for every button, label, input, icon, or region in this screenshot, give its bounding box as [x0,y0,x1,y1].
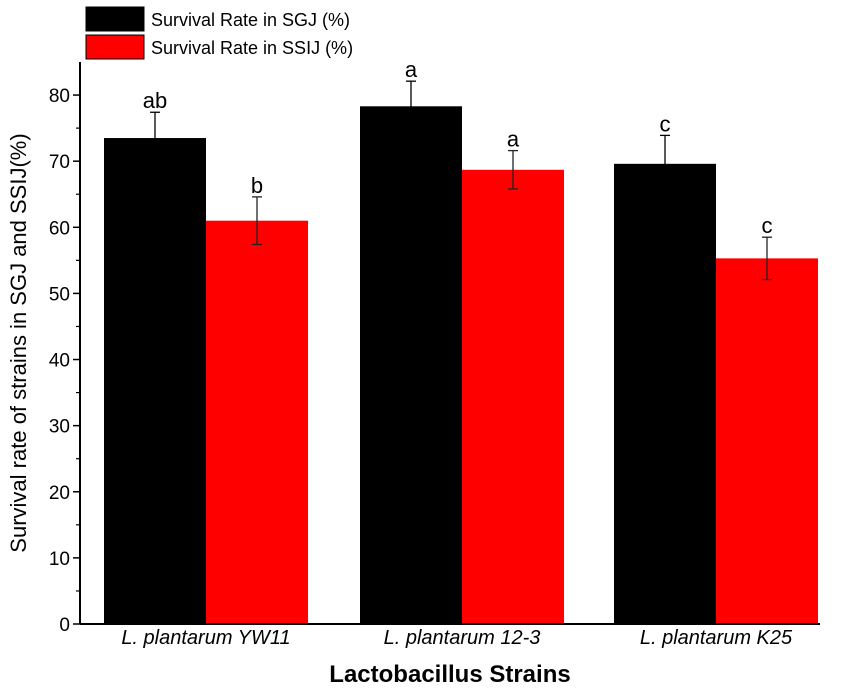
legend-label-ssij: Survival Rate in SSIJ (%) [151,38,353,58]
y-tick-label: 20 [49,483,70,504]
y-tick-label: 80 [49,86,70,107]
significance-label: c [762,213,773,238]
bar-sgj-1 [360,106,462,624]
y-tick-label: 40 [49,351,70,372]
significance-label: ab [143,88,167,113]
x-tick-label: L. plantarum 12-3 [384,627,541,649]
x-axis-title: Lactobacillus Strains [329,661,570,688]
significance-label: b [251,173,263,198]
labels-layer: ab a c b a c 0 10 20 30 40 50 60 70 80 L. plantarum YW1… [6,57,793,688]
bar-sgj-0 [104,138,206,625]
y-tick-label: 70 [49,152,70,173]
legend-swatch-sgj [85,6,145,32]
y-tick-label: 30 [49,417,70,438]
significance-label: c [660,111,671,136]
significance-label: a [405,57,418,82]
y-tick-label: 0 [59,615,70,636]
legend-label-sgj: Survival Rate in SGJ (%) [151,10,350,30]
bar-ssij-1 [462,169,564,624]
y-tick-label: 50 [49,284,70,305]
legend-swatch-ssij [85,34,145,60]
bar-ssij-0 [206,220,308,624]
axes-layer [73,62,820,625]
y-axis-title: Survival rate of strains in SGJ and SSIJ… [6,133,31,552]
y-tick-label: 10 [49,549,70,570]
y-tick-label: 60 [49,218,70,239]
bars-layer [104,80,818,625]
x-tick-label: L. plantarum K25 [640,627,793,649]
legend: Survival Rate in SGJ (%) Survival Rate in… [85,6,353,60]
bar-sgj-2 [614,163,716,625]
bar-ssij-2 [716,258,818,624]
significance-label: a [507,127,520,152]
x-tick-label: L. plantarum YW11 [121,627,290,649]
